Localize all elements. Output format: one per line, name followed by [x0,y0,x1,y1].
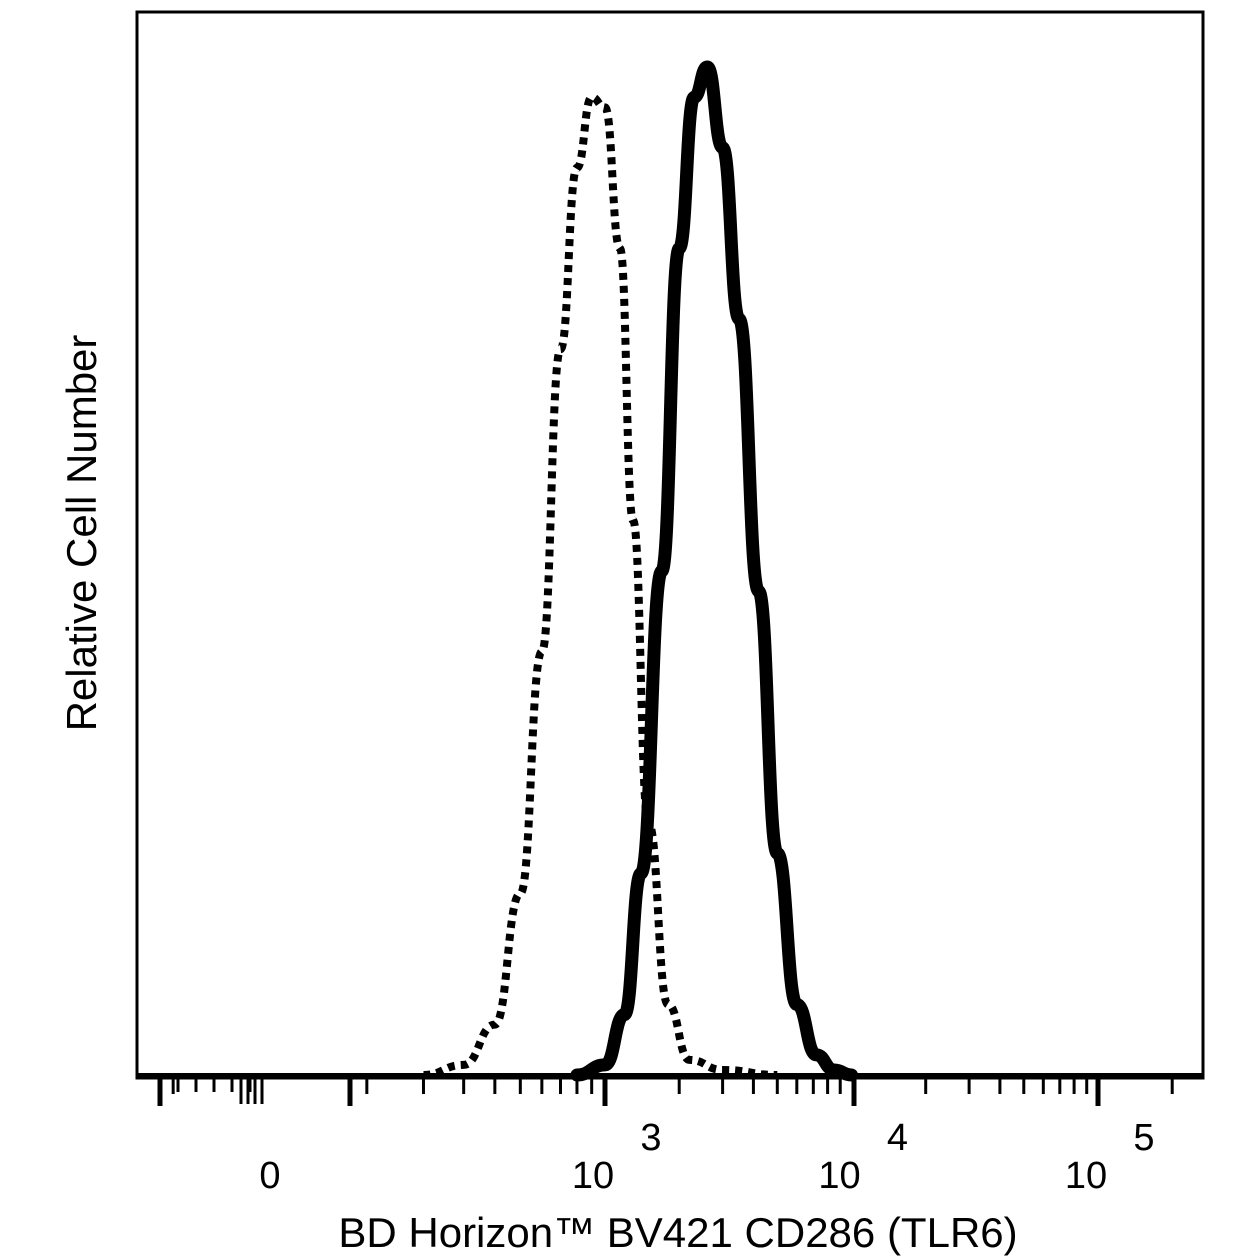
x-tick-label: 10 [572,1155,614,1197]
solid-histogram-line [570,60,858,1082]
x-tick-labels: 0 10 3 10 4 10 5 [259,1117,1154,1197]
x-tick-exponent: 3 [640,1117,661,1159]
x-tick-exponent: 5 [1133,1117,1154,1159]
x-tick-exponent: 4 [887,1117,908,1159]
minor-ticks [158,1078,1174,1104]
major-ticks [157,1078,1101,1106]
x-tick-label: 0 [259,1155,280,1197]
x-tick-label: 10 [1065,1155,1107,1197]
x-axis-title: BD Horizon™ BV421 CD286 (TLR6) [338,1209,1017,1256]
series-layer [137,60,1203,1082]
y-axis-title: Relative Cell Number [58,335,105,732]
dotted-histogram-line [423,93,778,1079]
x-tick-label: 10 [818,1155,860,1197]
